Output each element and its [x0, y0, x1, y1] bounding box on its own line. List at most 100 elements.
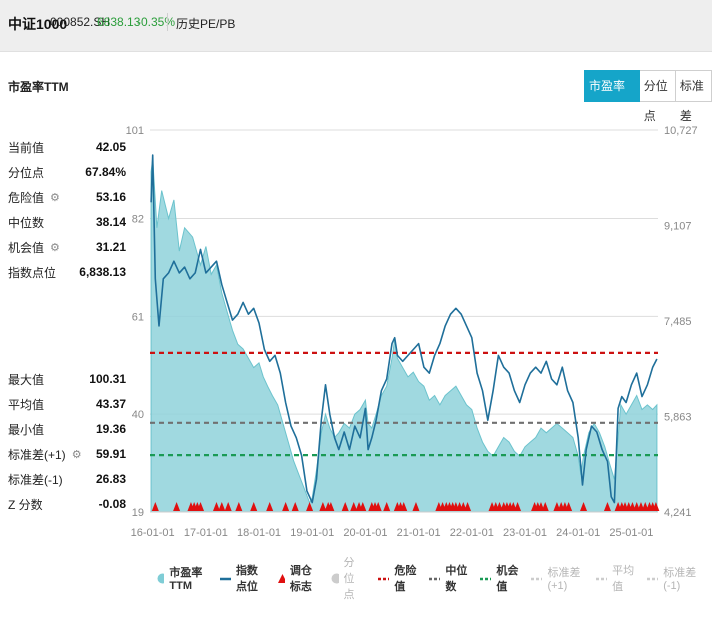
rebalance-marker [509, 502, 517, 511]
rebalance-marker [488, 502, 496, 511]
rebalance-marker [621, 502, 629, 511]
rebalance-marker [190, 502, 198, 511]
gear-icon[interactable]: ⚙ [50, 241, 60, 254]
stat-row: 最小值 19.36 [8, 418, 126, 440]
rebalance-marker [503, 502, 511, 511]
rebalance-marker [374, 502, 382, 511]
stat-label: Z 分数 [8, 496, 43, 513]
stat-value: 26.83 [95, 472, 126, 486]
stat-value: -0.08 [98, 497, 126, 511]
rebalance-marker [212, 502, 220, 511]
rebalance-marker [151, 502, 159, 511]
stat-label-text: 分位点 [8, 165, 45, 180]
stat-row: 标准差(+1) ⚙ 59.91 [8, 443, 126, 465]
stat-value: 42.05 [95, 140, 126, 154]
stat-label: 标准差(-1) [8, 471, 63, 488]
rebalance-marker [445, 502, 453, 511]
stat-row: 当前值 42.05 [8, 136, 126, 158]
rebalance-marker [531, 502, 539, 511]
legend-swatch-dot [157, 573, 165, 583]
legend-label: 市盈率TTM [169, 567, 203, 592]
stat-row: 指数点位 6,838.13 [8, 261, 126, 283]
stat-row: Z 分数 -0.08 [8, 493, 126, 515]
x-tick-label: 19-01-01 [290, 527, 334, 539]
stat-label-text: 中位数 [8, 215, 45, 230]
rebalance-marker [652, 502, 660, 511]
rebalance-marker [319, 502, 327, 511]
legend-item[interactable]: 标准差(+1) [530, 564, 583, 592]
rebalance-marker [173, 502, 181, 511]
x-tick-label: 25-01-01 [609, 527, 653, 539]
std-dev-button[interactable]: 标准差 [675, 70, 712, 123]
legend-swatch-dash [647, 577, 659, 580]
rebalance-marker [355, 502, 363, 511]
rebalance-marker [506, 502, 514, 511]
stat-label: 当前值 [8, 139, 44, 156]
stat-row: 中位数 38.14 [8, 211, 126, 233]
rebalance-marker [368, 502, 376, 511]
rebalance-marker [397, 502, 405, 511]
tab-history-pe-pb[interactable]: 历史PE/PB [176, 17, 236, 31]
pe-ttm-button[interactable]: 市盈率TTM [584, 70, 640, 123]
stat-value: 53.16 [95, 190, 126, 204]
rebalance-marker [641, 502, 649, 511]
rebalance-marker [439, 502, 447, 511]
rebalance-marker [459, 502, 467, 511]
stat-label: 最小值 [8, 421, 44, 438]
stat-row: 危险值 ⚙ 53.16 [8, 186, 126, 208]
rebalance-marker [561, 502, 569, 511]
rebalance-marker [187, 502, 195, 511]
chart-legend: 市盈率TTM 指数点位 调仓标志 分位点 危险值 中位数 机会值 标准差(+1) 平均值 标准差(… [157, 557, 697, 601]
legend-item[interactable]: 平均值 [595, 562, 634, 594]
stat-value: 43.37 [95, 397, 126, 411]
index-code: 000852.SH [50, 15, 111, 29]
y-right-tick-label: 9,107 [664, 220, 692, 232]
rebalance-marker [637, 502, 645, 511]
rebalance-marker [400, 502, 408, 511]
rebalance-marker [580, 502, 588, 511]
rebalance-marker [649, 502, 657, 511]
legend-item[interactable]: 标准差(-1) [646, 564, 697, 592]
legend-item[interactable]: 市盈率TTM [157, 564, 207, 592]
legend-swatch-dash [480, 577, 492, 580]
legend-item[interactable]: 指数点位 [219, 562, 266, 594]
gear-icon[interactable]: ⚙ [50, 191, 60, 204]
legend-label: 指数点位 [235, 565, 258, 593]
rebalance-marker [565, 502, 573, 511]
rebalance-marker [341, 502, 349, 511]
gear-icon[interactable]: ⚙ [71, 448, 82, 461]
legend-item[interactable]: 分位点 [331, 554, 365, 602]
stat-label-text: 最小值 [8, 422, 45, 437]
legend-label: 中位数 [445, 565, 468, 593]
rebalance-marker [371, 502, 379, 511]
rebalance-marker [534, 502, 542, 511]
rebalance-marker [537, 502, 545, 511]
rebalance-marker [383, 502, 391, 511]
rebalance-marker [456, 502, 464, 511]
percentile-button[interactable]: 分位点 [639, 70, 676, 123]
stat-label: 标准差(+1) ⚙ [8, 446, 82, 463]
rebalance-marker [197, 502, 205, 511]
rebalance-marker [224, 502, 232, 511]
rebalance-marker [645, 502, 653, 511]
y-left-tick-label: 40 [132, 409, 144, 421]
stat-row: 最大值 100.31 [8, 368, 126, 390]
stat-label-text: 当前值 [8, 140, 45, 155]
stat-value: 19.36 [95, 422, 126, 436]
legend-item[interactable]: 机会值 [479, 562, 518, 594]
legend-item[interactable]: 调仓标志 [277, 562, 319, 594]
rebalance-marker [350, 502, 358, 511]
rebalance-marker [266, 502, 274, 511]
stat-label: 分位点 [8, 164, 44, 181]
x-tick-label: 22-01-01 [450, 527, 494, 539]
rebalance-marker [291, 502, 299, 511]
rebalance-marker [359, 502, 367, 511]
rebalance-marker [553, 502, 561, 511]
legend-item[interactable]: 中位数 [428, 562, 467, 594]
rebalance-marker [393, 502, 401, 511]
legend-label: 调仓标志 [289, 565, 312, 593]
rebalance-marker [500, 502, 508, 511]
legend-item[interactable]: 危险值 [377, 562, 416, 594]
y-right-tick-label: 5,863 [664, 411, 692, 423]
y-right-tick-label: 4,241 [664, 507, 692, 519]
